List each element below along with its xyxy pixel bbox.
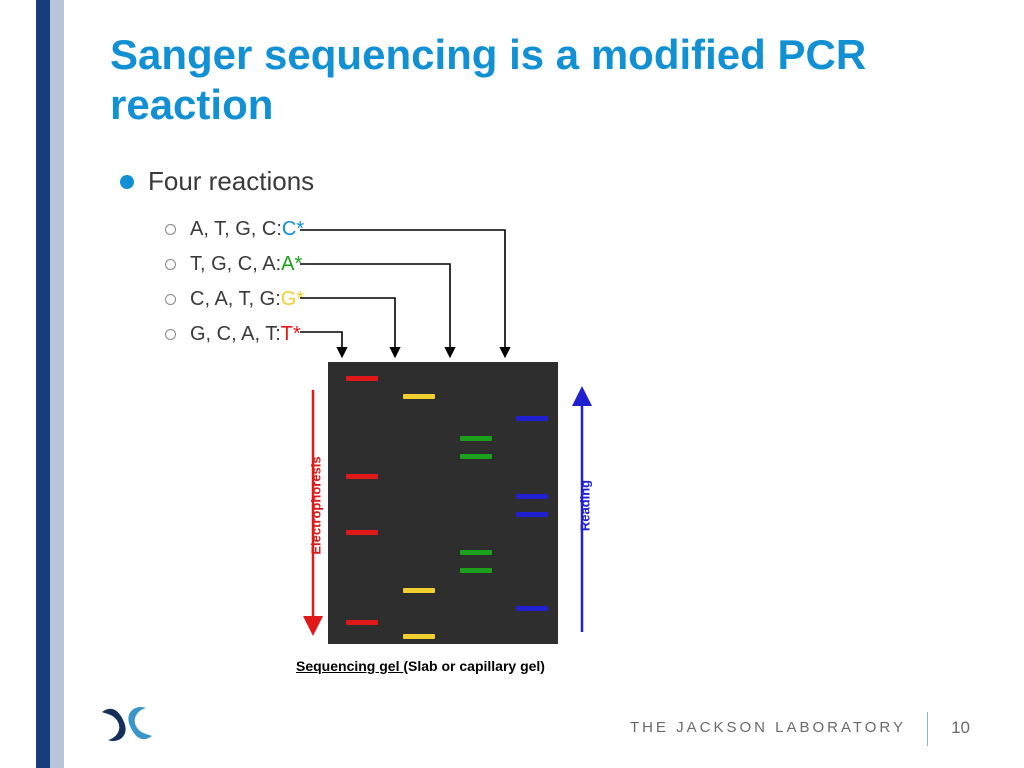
gel-band bbox=[460, 454, 492, 459]
sub-star: T* bbox=[281, 323, 301, 346]
gel-caption: Sequencing gel (Slab or capillary gel) bbox=[296, 658, 545, 674]
jackson-lab-logo-icon bbox=[96, 702, 158, 746]
page-number: 10 bbox=[951, 718, 970, 738]
footer-divider bbox=[927, 712, 928, 746]
sub-bullet: C, A, T, G:G* bbox=[165, 288, 304, 311]
hollow-bullet-icon bbox=[165, 329, 176, 340]
sub-bullet: T, G, C, A:A* bbox=[165, 253, 304, 276]
sub-prefix: T, G, C, A: bbox=[190, 253, 281, 276]
gel-diagram: Electrophoresis Reading bbox=[290, 362, 610, 652]
gel-band bbox=[516, 416, 548, 421]
sub-prefix: A, T, G, C: bbox=[190, 218, 282, 241]
gel-band bbox=[346, 474, 378, 479]
gel-band bbox=[403, 394, 435, 399]
gel-band bbox=[346, 376, 378, 381]
gel-band bbox=[460, 550, 492, 555]
sub-star: A* bbox=[281, 253, 302, 276]
gel-band bbox=[516, 512, 548, 517]
left-bar-light bbox=[50, 0, 64, 768]
sub-prefix: G, C, A, T: bbox=[190, 323, 281, 346]
sub-bullet: A, T, G, C:C* bbox=[165, 218, 304, 241]
hollow-bullet-icon bbox=[165, 224, 176, 235]
gel-band bbox=[346, 530, 378, 535]
gel-band bbox=[516, 606, 548, 611]
reading-label: Reading bbox=[576, 412, 594, 612]
electrophoresis-label: Electrophoresis bbox=[307, 412, 325, 612]
gel-band bbox=[403, 634, 435, 639]
slide-title: Sanger sequencing is a modified PCR reac… bbox=[110, 30, 960, 129]
reading-text: Reading bbox=[578, 467, 593, 545]
sub-star: G* bbox=[281, 288, 304, 311]
sub-bullet: G, C, A, T:T* bbox=[165, 323, 304, 346]
caption-underlined: Sequencing gel bbox=[296, 658, 403, 674]
caption-rest: (Slab or capillary gel) bbox=[403, 658, 545, 674]
hollow-bullet-icon bbox=[165, 259, 176, 270]
sub-prefix: C, A, T, G: bbox=[190, 288, 281, 311]
gel-band bbox=[403, 588, 435, 593]
footer-lab-name: THE JACKSON LABORATORY bbox=[630, 719, 906, 736]
bullet-main: Four reactions bbox=[120, 166, 314, 197]
gel-band bbox=[516, 494, 548, 499]
electrophoresis-text: Electrophoresis bbox=[309, 443, 324, 569]
sub-bullet-list: A, T, G, C:C*T, G, C, A:A*C, A, T, G:G*G… bbox=[165, 218, 304, 358]
bullet-main-text: Four reactions bbox=[148, 166, 314, 197]
bullet-dot-icon bbox=[120, 175, 134, 189]
left-bar-dark bbox=[36, 0, 50, 768]
gel-slab bbox=[328, 362, 558, 644]
hollow-bullet-icon bbox=[165, 294, 176, 305]
slide: Sanger sequencing is a modified PCR reac… bbox=[0, 0, 1024, 768]
sub-star: C* bbox=[282, 218, 304, 241]
gel-band bbox=[346, 620, 378, 625]
gel-band bbox=[460, 436, 492, 441]
gel-band bbox=[460, 568, 492, 573]
